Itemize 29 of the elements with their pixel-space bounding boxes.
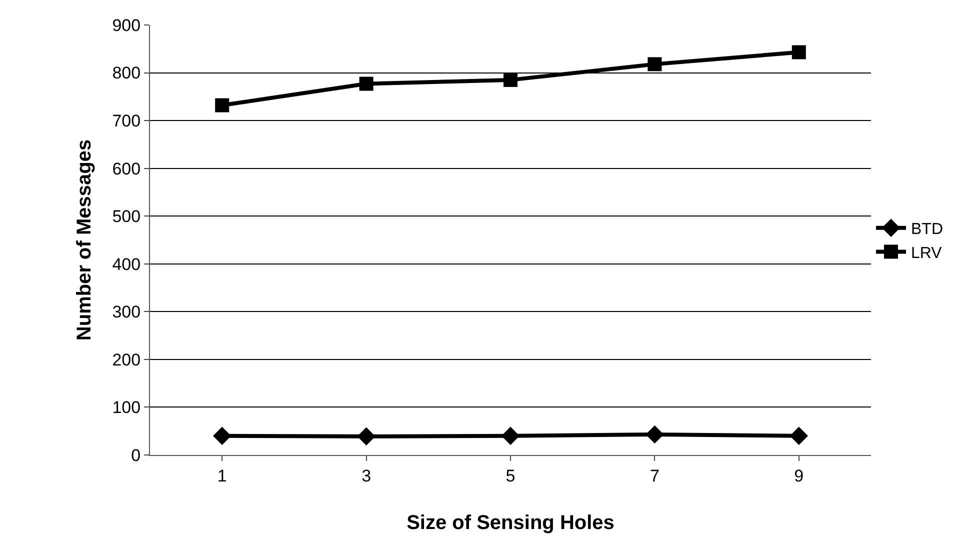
y-tick-label: 700 — [112, 112, 141, 131]
x-tick-label: 1 — [217, 466, 227, 486]
y-tick-label: 800 — [112, 64, 141, 83]
y-tick-label: 0 — [131, 446, 141, 465]
x-axis-title: Size of Sensing Holes — [406, 512, 614, 534]
point — [792, 45, 806, 60]
y-axis-title: Number of Messages — [74, 139, 96, 341]
legend-label: BTD — [911, 221, 943, 238]
x-tick-label: 7 — [650, 466, 660, 486]
point — [215, 98, 230, 112]
y-tick-label: 900 — [112, 16, 141, 35]
point — [213, 426, 232, 445]
x-tick-label: 9 — [794, 466, 804, 486]
y-tick-label: 300 — [112, 302, 141, 322]
y-tick-label: 100 — [112, 398, 141, 418]
legend-label: LRV — [911, 244, 942, 262]
point — [357, 427, 376, 446]
point — [504, 72, 518, 87]
point — [359, 76, 374, 91]
y-tick-label: 200 — [112, 350, 141, 370]
y-tick-label: 500 — [112, 207, 141, 226]
y-tick-label: 400 — [112, 254, 141, 274]
point — [790, 426, 808, 445]
x-tick-label: 5 — [506, 466, 516, 486]
x-tick-label: 3 — [362, 466, 372, 486]
y-tick-label: 600 — [112, 159, 141, 178]
point — [501, 426, 520, 445]
point — [648, 57, 662, 72]
point — [646, 425, 664, 444]
